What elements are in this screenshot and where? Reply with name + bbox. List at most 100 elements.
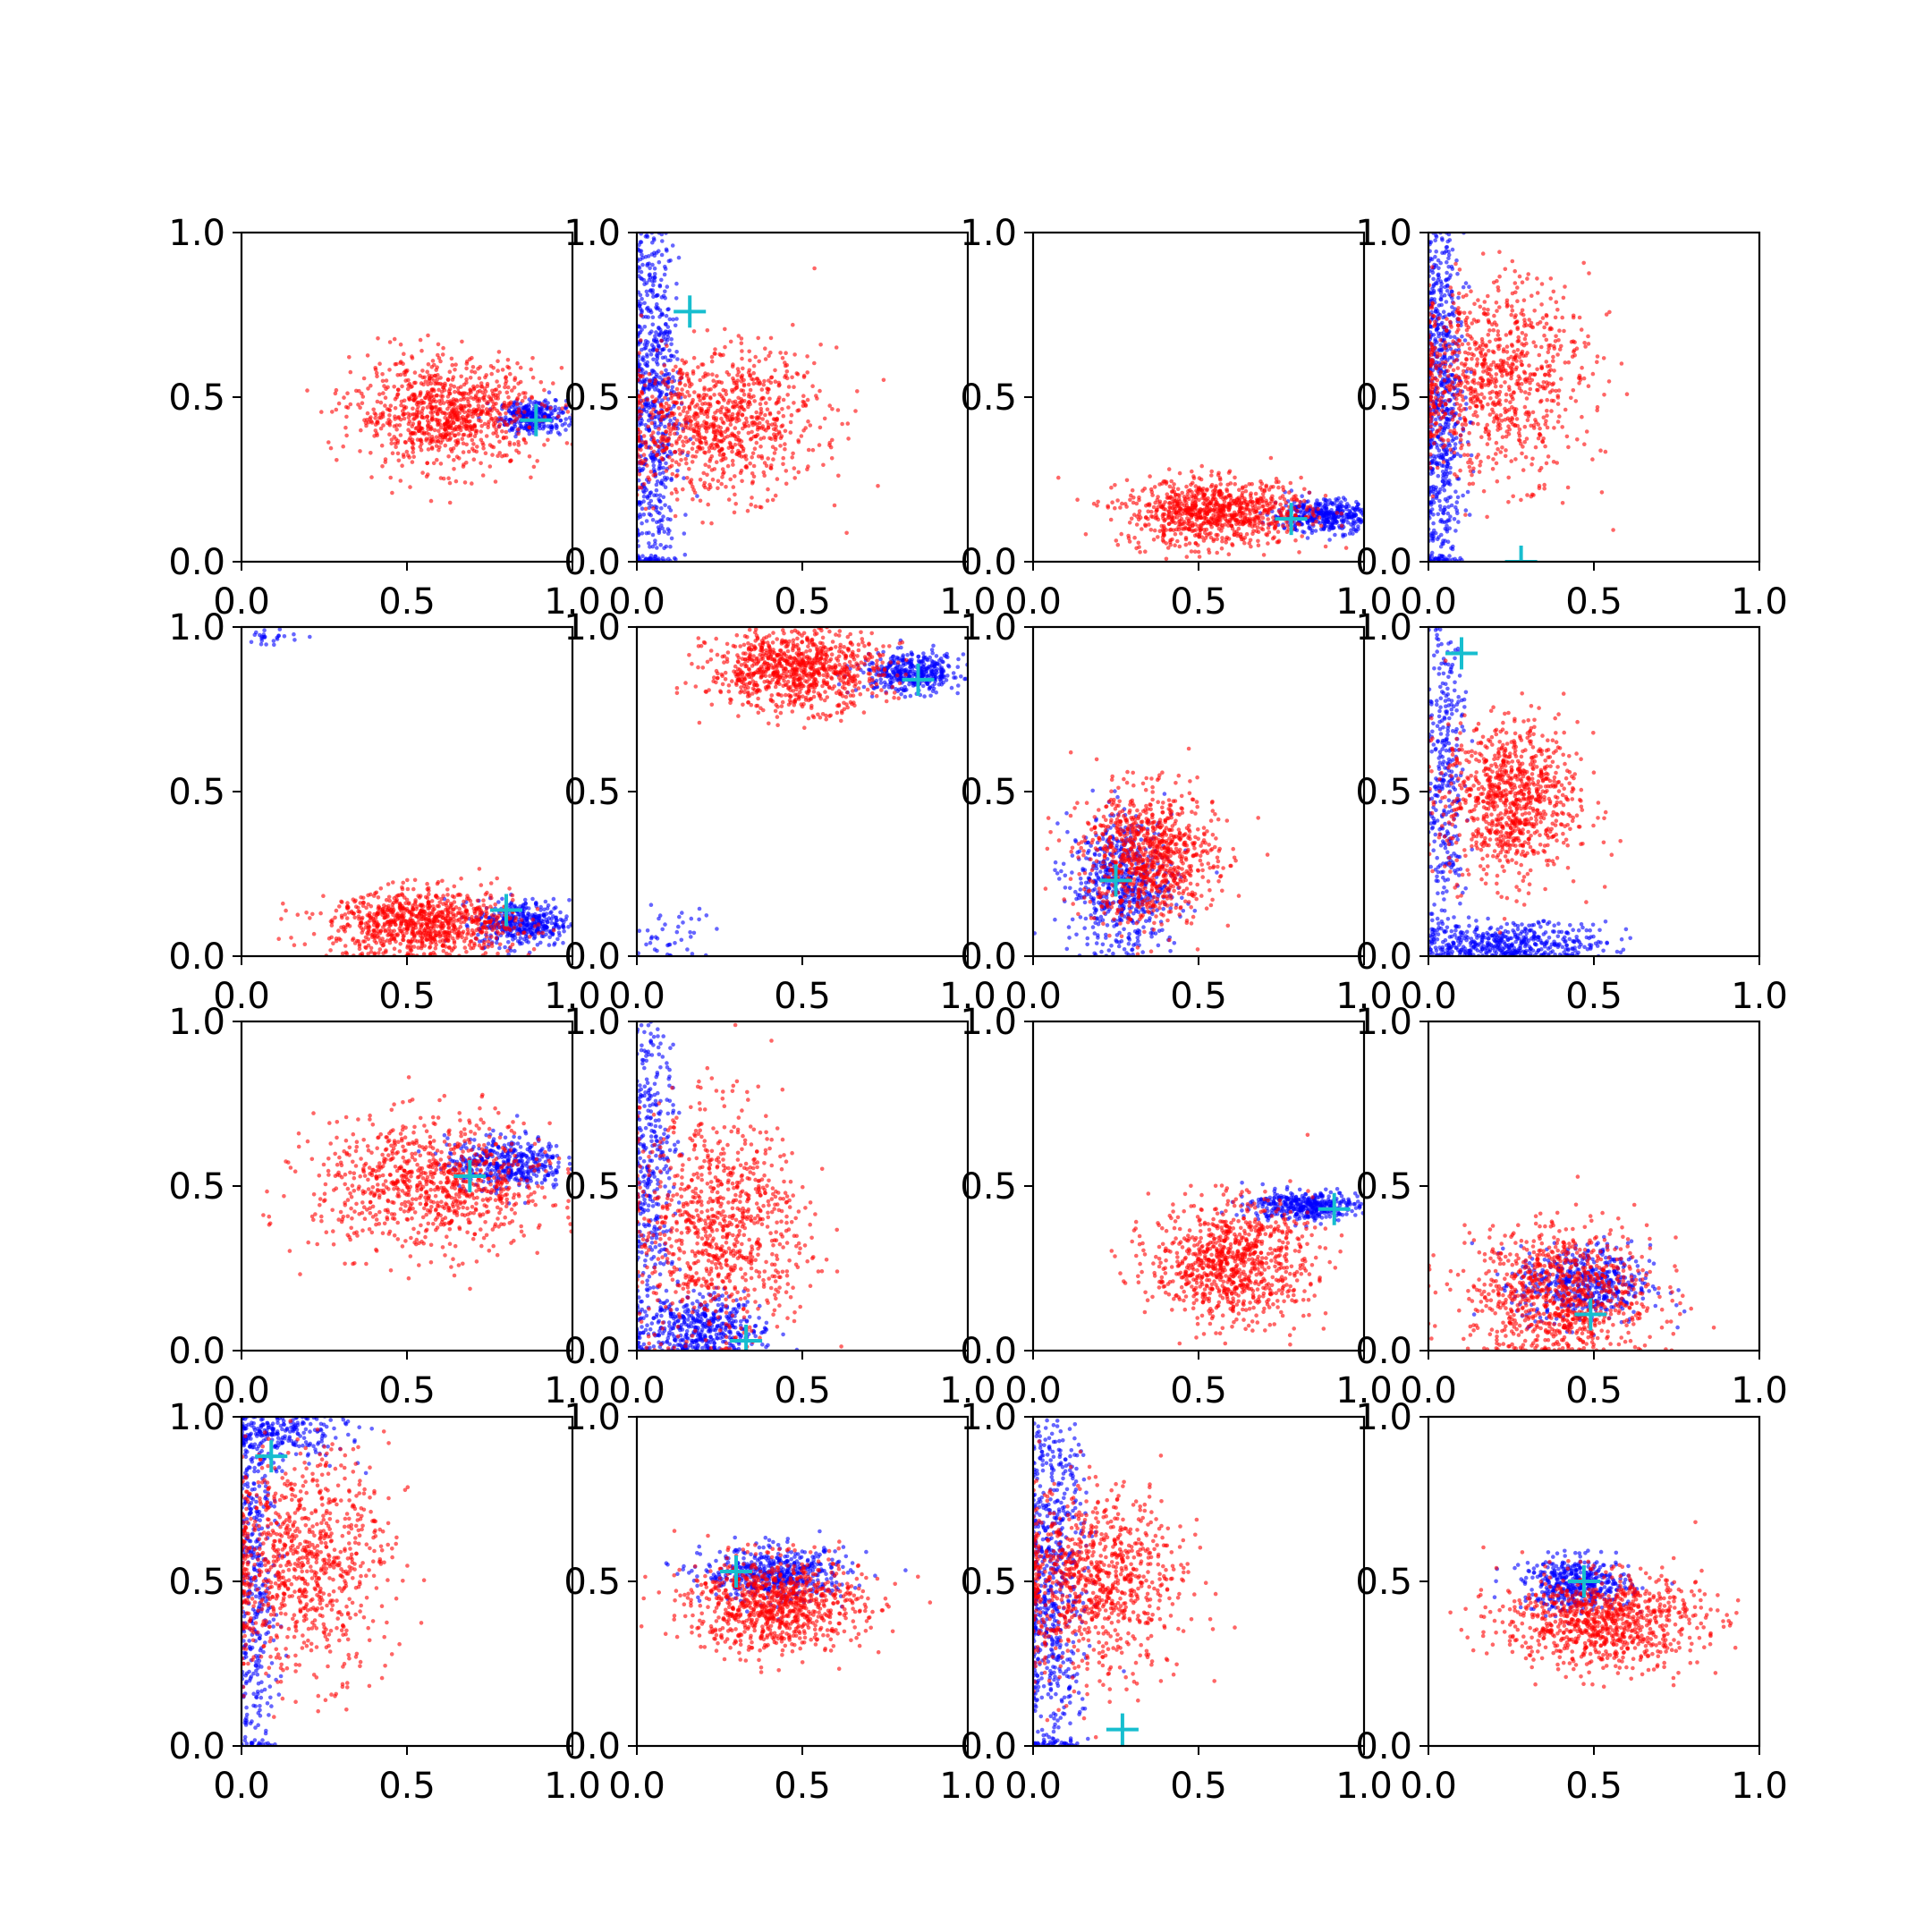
data-point: [1244, 531, 1250, 537]
data-point: [436, 356, 442, 360]
data-point: [724, 456, 728, 461]
data-point: [542, 387, 547, 393]
data-point: [401, 453, 406, 457]
data-point: [876, 484, 880, 488]
data-point: [1143, 549, 1148, 554]
data-point: [734, 419, 739, 424]
data-point: [738, 470, 743, 475]
data-point: [1441, 475, 1445, 480]
data-point: [1255, 525, 1260, 530]
data-point: [1440, 250, 1445, 256]
data-point: [1332, 525, 1336, 530]
data-point: [423, 379, 428, 384]
y-tick-label: 0.5: [168, 377, 225, 419]
data-point: [690, 460, 695, 464]
data-point: [758, 436, 763, 441]
data-point: [645, 292, 649, 298]
data-point: [726, 409, 732, 414]
data-point: [778, 444, 783, 448]
data-point: [1467, 513, 1472, 517]
data-point: [736, 369, 741, 375]
data-point: [447, 500, 453, 505]
data-point: [801, 373, 807, 378]
data-point: [386, 418, 392, 422]
data-point: [413, 426, 419, 431]
data-point: [783, 442, 787, 446]
data-point: [709, 453, 715, 459]
data-point: [794, 371, 800, 376]
data-point: [508, 459, 513, 463]
data-point: [657, 464, 662, 469]
data-point: [657, 380, 662, 386]
data-point: [1455, 221, 1460, 225]
data-point: [673, 392, 678, 397]
data-point: [1115, 542, 1121, 547]
data-point: [1453, 341, 1459, 346]
data-point: [1260, 521, 1266, 527]
data-point: [1174, 512, 1179, 517]
data-point: [652, 250, 657, 256]
data-point: [754, 410, 758, 415]
data-point: [1292, 505, 1297, 511]
data-point: [447, 369, 453, 375]
data-point: [389, 437, 394, 442]
data-point: [462, 418, 467, 423]
data-point: [657, 493, 663, 498]
data-point: [648, 545, 652, 549]
data-point: [1183, 542, 1189, 547]
data-point: [758, 402, 763, 407]
data-point: [1443, 496, 1448, 502]
data-point: [649, 420, 655, 426]
data-point: [1287, 490, 1292, 495]
data-point: [1326, 509, 1331, 514]
data-point: [1276, 479, 1281, 484]
data-point: [750, 479, 755, 484]
data-point: [1323, 544, 1328, 549]
data-point: [708, 443, 714, 448]
data-point: [497, 412, 503, 417]
data-point: [1149, 489, 1155, 495]
data-point: [1443, 507, 1447, 513]
data-point: [1438, 519, 1443, 524]
data-point: [757, 359, 761, 364]
data-point: [334, 387, 339, 393]
data-point: [564, 441, 570, 445]
data-point: [778, 351, 783, 355]
data-point: [1242, 496, 1247, 501]
data-point: [637, 454, 641, 460]
data-point: [645, 225, 649, 229]
data-point: [781, 397, 786, 402]
data-point: [436, 342, 441, 347]
data-point: [1132, 535, 1137, 540]
data-point: [686, 426, 691, 430]
data-point: [1445, 511, 1451, 516]
data-point: [1166, 513, 1171, 518]
data-point: [644, 289, 649, 294]
data-point: [1326, 514, 1332, 519]
data-point: [1374, 516, 1378, 521]
data-point: [1136, 540, 1141, 546]
data-point: [686, 378, 691, 384]
data-point: [1247, 541, 1251, 546]
data-point: [406, 383, 411, 388]
data-point: [1137, 509, 1142, 513]
data-point: [642, 150, 647, 155]
data-point: [408, 436, 412, 441]
data-point: [1337, 505, 1343, 510]
data-point: [1461, 427, 1465, 432]
data-point: [464, 442, 469, 447]
data-point: [1437, 347, 1442, 352]
data-point: [1448, 514, 1453, 519]
data-point: [438, 409, 444, 414]
data-point: [1463, 281, 1469, 285]
data-point: [670, 243, 675, 248]
data-point: [459, 420, 464, 426]
data-point: [335, 458, 339, 462]
data-point: [665, 517, 670, 521]
data-point: [1164, 528, 1169, 532]
data-point: [651, 407, 656, 412]
data-point: [429, 417, 435, 421]
data-point: [348, 369, 353, 375]
data-point: [387, 413, 392, 418]
data-point: [1196, 524, 1200, 529]
